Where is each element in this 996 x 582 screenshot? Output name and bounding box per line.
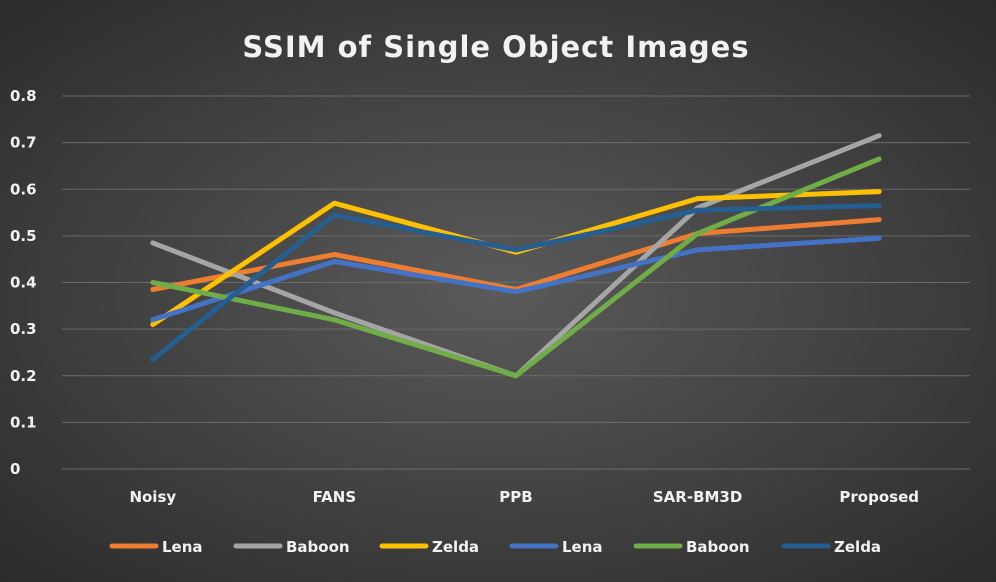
legend-label: Zelda bbox=[834, 538, 881, 556]
y-axis-tick-labels: 0 0.1 0.2 0.3 0.4 0.5 0.6 0.7 0.8 bbox=[10, 87, 37, 478]
y-tick-label: 0.7 bbox=[10, 134, 37, 152]
y-tick-label: 0.3 bbox=[10, 320, 37, 338]
y-tick-label: 0.8 bbox=[10, 87, 37, 105]
legend-item: Lena bbox=[509, 538, 603, 556]
legend-label: Lena bbox=[562, 538, 603, 556]
legend-item: Lena bbox=[109, 538, 203, 556]
series-line-lena-4 bbox=[150, 235, 882, 323]
series-line-zelda-6 bbox=[150, 203, 882, 362]
legend-item: Zelda bbox=[379, 538, 479, 556]
legend: Lena Baboon Zelda Lena Baboon Zelda bbox=[109, 538, 881, 556]
legend-label: Zelda bbox=[432, 538, 479, 556]
series-line-baboon-2 bbox=[150, 133, 882, 379]
y-tick-label: 0.1 bbox=[10, 413, 37, 431]
legend-label: Baboon bbox=[686, 538, 750, 556]
legend-item: Baboon bbox=[233, 538, 350, 556]
legend-label: Lena bbox=[162, 538, 203, 556]
legend-item: Baboon bbox=[633, 538, 750, 556]
x-tick-label: Noisy bbox=[129, 488, 176, 506]
y-tick-label: 0.4 bbox=[10, 274, 37, 292]
chart-title: SSIM of Single Object Images bbox=[242, 30, 749, 64]
series-lines bbox=[150, 133, 882, 379]
y-tick-label: 0.6 bbox=[10, 180, 37, 198]
legend-label: Baboon bbox=[286, 538, 350, 556]
legend-item: Zelda bbox=[781, 538, 881, 556]
x-tick-label: FANS bbox=[313, 488, 357, 506]
x-tick-label: Proposed bbox=[839, 488, 919, 506]
y-tick-label: 0.5 bbox=[10, 227, 37, 245]
x-tick-label: PPB bbox=[499, 488, 532, 506]
y-tick-label: 0.2 bbox=[10, 367, 37, 385]
y-tick-label: 0 bbox=[10, 460, 20, 478]
x-axis-tick-labels: Noisy FANS PPB SAR-BM3D Proposed bbox=[129, 488, 919, 506]
x-tick-label: SAR-BM3D bbox=[653, 488, 742, 506]
